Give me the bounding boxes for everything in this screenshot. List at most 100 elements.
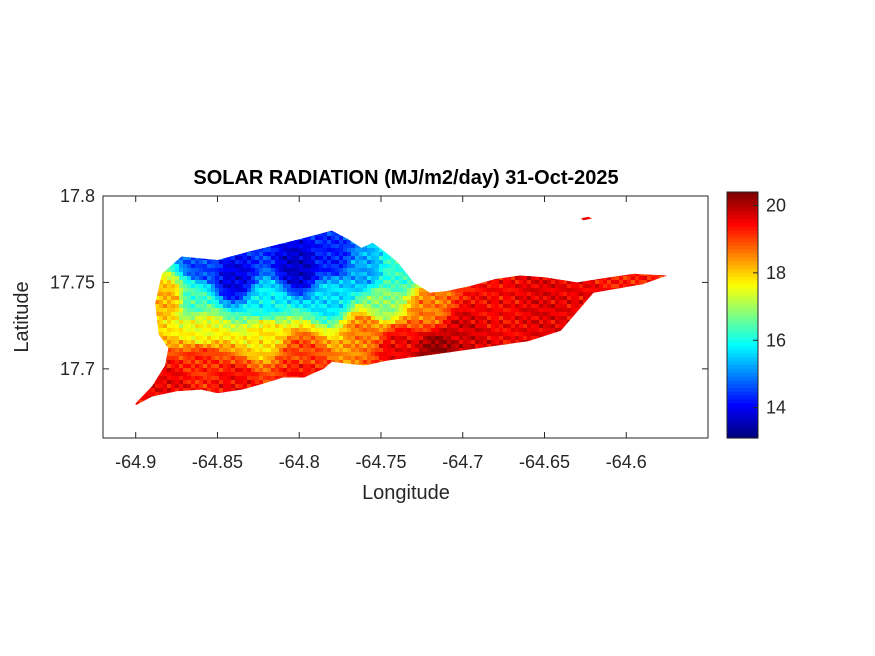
heatmap-cell	[415, 288, 420, 293]
heatmap-cell	[259, 248, 264, 253]
heatmap-cell	[287, 288, 292, 293]
heatmap-cell	[199, 344, 204, 349]
heatmap-cell	[231, 268, 236, 273]
heatmap-cell	[359, 256, 364, 261]
heatmap-cell	[383, 288, 388, 293]
heatmap-cell	[467, 304, 472, 309]
heatmap-cell	[471, 284, 476, 289]
heatmap-cell	[395, 348, 400, 353]
heatmap-cell	[291, 252, 296, 257]
heatmap-cell	[211, 312, 216, 317]
heatmap-cell	[447, 304, 452, 309]
heatmap-cell	[375, 340, 380, 345]
heatmap-cell	[195, 300, 200, 305]
heatmap-cell	[291, 320, 296, 325]
heatmap-cell	[343, 308, 348, 313]
heatmap-cell	[187, 344, 192, 349]
heatmap-cell	[355, 324, 360, 329]
heatmap-cell	[255, 292, 260, 297]
heatmap-cell	[207, 264, 212, 269]
heatmap-cell	[215, 364, 220, 369]
heatmap-cell	[427, 304, 432, 309]
heatmap-cell	[495, 288, 500, 293]
heatmap-cell	[167, 352, 172, 357]
heatmap-cell	[295, 372, 300, 377]
heatmap-cell	[339, 264, 344, 269]
heatmap-cell	[467, 320, 472, 325]
heatmap-cell	[335, 284, 340, 289]
heatmap-cell	[355, 252, 360, 257]
heatmap-cell	[387, 296, 392, 301]
heatmap-cell	[463, 324, 468, 329]
heatmap-cell	[187, 372, 192, 377]
heatmap-cell	[263, 292, 268, 297]
heatmap-cell	[255, 280, 260, 285]
heatmap-cell	[311, 340, 316, 345]
heatmap-cell	[459, 288, 464, 293]
heatmap-cell	[195, 304, 200, 309]
heatmap-cell	[355, 316, 360, 321]
heatmap-cell	[387, 316, 392, 321]
heatmap-cell	[299, 272, 304, 277]
heatmap-cell	[339, 280, 344, 285]
heatmap-cell	[251, 316, 256, 321]
heatmap-cell	[283, 356, 288, 361]
heatmap-cell	[215, 272, 220, 277]
heatmap-cell	[199, 340, 204, 345]
heatmap-cell	[499, 312, 504, 317]
heatmap-cell	[223, 308, 228, 313]
heatmap-cell	[275, 248, 280, 253]
heatmap-cell	[347, 292, 352, 297]
heatmap-cell	[223, 272, 228, 277]
heatmap-cell	[375, 280, 380, 285]
heatmap-cell	[231, 276, 236, 281]
heatmap-cell	[219, 340, 224, 345]
heatmap-cell	[351, 264, 356, 269]
heatmap-cell	[427, 316, 432, 321]
heatmap-cell	[395, 292, 400, 297]
heatmap-cell	[303, 356, 308, 361]
heatmap-cell	[259, 332, 264, 337]
heatmap-cell	[207, 380, 212, 385]
heatmap-cell	[479, 344, 484, 349]
heatmap-cell	[395, 272, 400, 277]
heatmap-cell	[335, 348, 340, 353]
heatmap-cell	[299, 248, 304, 253]
heatmap-cell	[223, 376, 228, 381]
heatmap-cell	[523, 288, 528, 293]
heatmap-cell	[511, 332, 516, 337]
heatmap-cell	[183, 316, 188, 321]
heatmap-cell	[191, 284, 196, 289]
heatmap-cell	[295, 260, 300, 265]
heatmap-cell	[495, 304, 500, 309]
heatmap-cell	[311, 284, 316, 289]
heatmap-cell	[391, 328, 396, 333]
heatmap-cell	[471, 320, 476, 325]
heatmap-cell	[479, 340, 484, 345]
heatmap-cell	[375, 292, 380, 297]
heatmap-cell	[331, 240, 336, 245]
heatmap-cell	[155, 316, 160, 321]
heatmap-cell	[267, 316, 272, 321]
heatmap-cell	[363, 308, 368, 313]
heatmap-cell	[455, 312, 460, 317]
heatmap-cell	[463, 308, 468, 313]
heatmap-cell	[327, 292, 332, 297]
heatmap-cell	[267, 308, 272, 313]
heatmap-cell	[251, 360, 256, 365]
heatmap-cell	[331, 332, 336, 337]
heatmap-cell	[175, 388, 180, 393]
heatmap-cell	[395, 268, 400, 273]
heatmap-cell	[159, 300, 164, 305]
heatmap-cell	[479, 328, 484, 333]
heatmap-cell	[339, 260, 344, 265]
heatmap-cell	[403, 300, 408, 305]
heatmap-cell	[183, 388, 188, 393]
heatmap-cell	[171, 340, 176, 345]
heatmap-cell	[423, 300, 428, 305]
heatmap-cell	[319, 272, 324, 277]
heatmap-cell	[231, 288, 236, 293]
heatmap-cell	[207, 284, 212, 289]
heatmap-cell	[391, 300, 396, 305]
heatmap-cell	[199, 380, 204, 385]
